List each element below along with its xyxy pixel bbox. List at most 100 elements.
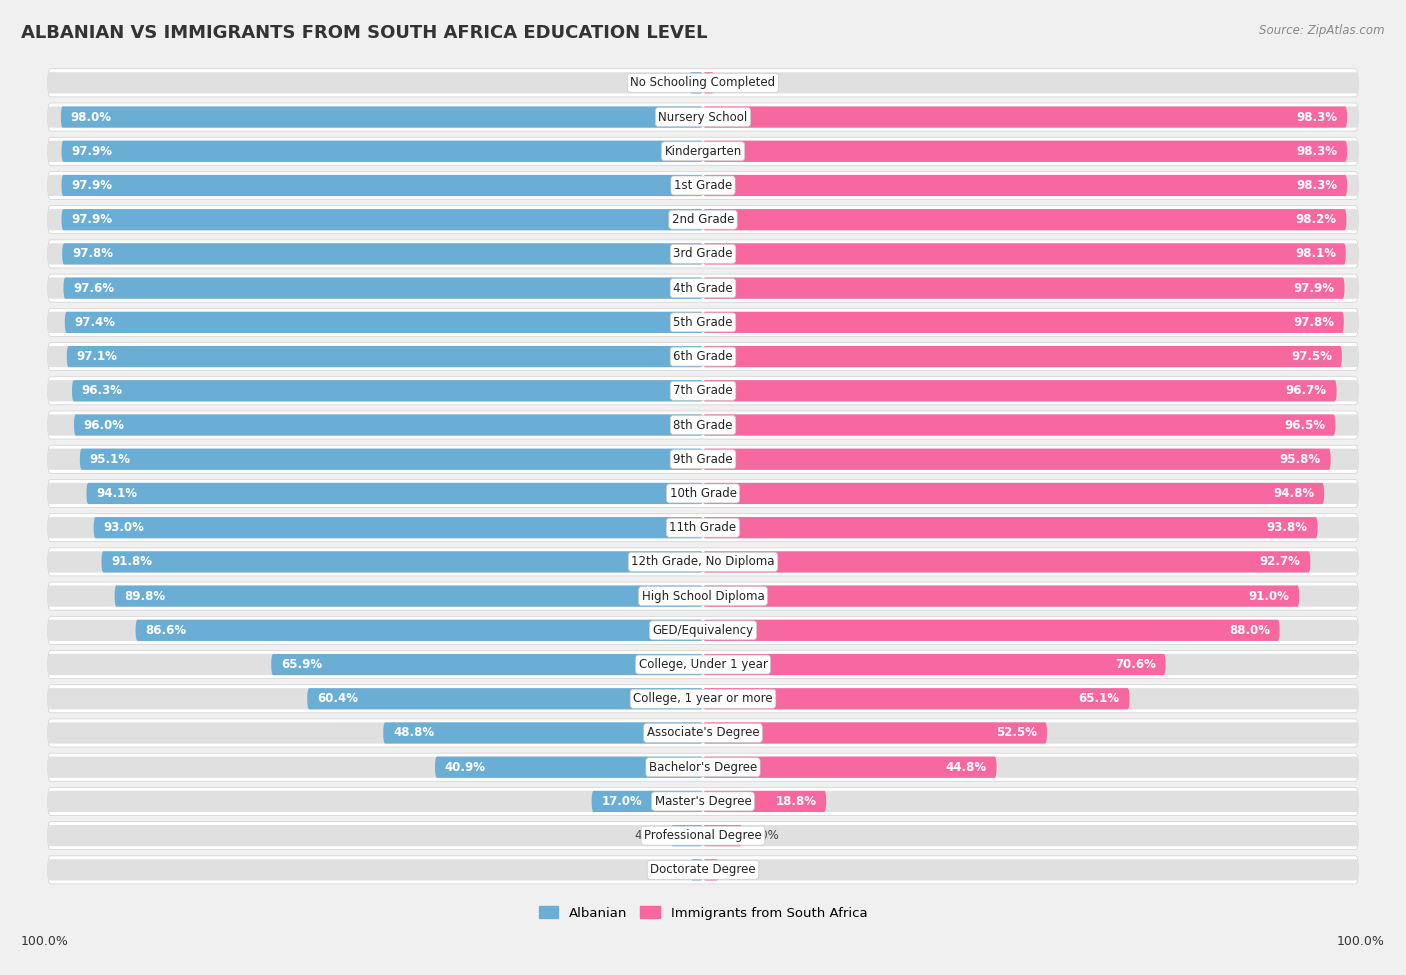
Text: 93.0%: 93.0% (104, 522, 145, 534)
Text: Nursery School: Nursery School (658, 110, 748, 124)
FancyBboxPatch shape (48, 859, 703, 880)
Text: 96.5%: 96.5% (1284, 418, 1326, 432)
Text: 18.8%: 18.8% (775, 795, 817, 808)
Text: 9th Grade: 9th Grade (673, 452, 733, 466)
Text: 98.2%: 98.2% (1295, 214, 1337, 226)
Text: 4.9%: 4.9% (634, 829, 665, 842)
Text: 100.0%: 100.0% (1337, 935, 1385, 948)
FancyBboxPatch shape (703, 312, 1344, 333)
FancyBboxPatch shape (48, 72, 703, 94)
Text: 97.9%: 97.9% (72, 179, 112, 192)
Text: 12th Grade, No Diploma: 12th Grade, No Diploma (631, 556, 775, 568)
FancyBboxPatch shape (66, 346, 703, 368)
FancyBboxPatch shape (703, 448, 1358, 470)
FancyBboxPatch shape (703, 244, 1346, 264)
Text: 92.7%: 92.7% (1260, 556, 1301, 568)
FancyBboxPatch shape (703, 688, 1129, 710)
FancyBboxPatch shape (62, 175, 703, 196)
FancyBboxPatch shape (48, 586, 703, 606)
FancyBboxPatch shape (703, 483, 1324, 504)
FancyBboxPatch shape (48, 376, 1358, 405)
FancyBboxPatch shape (384, 722, 703, 744)
Text: 3rd Grade: 3rd Grade (673, 248, 733, 260)
FancyBboxPatch shape (48, 140, 703, 162)
Text: High School Diploma: High School Diploma (641, 590, 765, 603)
Text: 1st Grade: 1st Grade (673, 179, 733, 192)
Text: 97.6%: 97.6% (73, 282, 114, 294)
Text: Master's Degree: Master's Degree (655, 795, 751, 808)
Text: 48.8%: 48.8% (394, 726, 434, 739)
FancyBboxPatch shape (703, 72, 714, 94)
FancyBboxPatch shape (703, 722, 1358, 744)
FancyBboxPatch shape (48, 483, 703, 504)
FancyBboxPatch shape (62, 209, 703, 230)
FancyBboxPatch shape (48, 719, 1358, 747)
FancyBboxPatch shape (703, 859, 1358, 880)
FancyBboxPatch shape (48, 206, 1358, 234)
FancyBboxPatch shape (48, 411, 1358, 439)
Text: 97.1%: 97.1% (76, 350, 118, 363)
FancyBboxPatch shape (703, 106, 1347, 128)
FancyBboxPatch shape (703, 278, 1344, 298)
FancyBboxPatch shape (72, 380, 703, 402)
FancyBboxPatch shape (48, 548, 1358, 576)
Text: 96.3%: 96.3% (82, 384, 122, 397)
Text: Source: ZipAtlas.com: Source: ZipAtlas.com (1260, 24, 1385, 37)
Text: 94.1%: 94.1% (96, 487, 138, 500)
FancyBboxPatch shape (48, 106, 703, 128)
FancyBboxPatch shape (703, 209, 1347, 230)
FancyBboxPatch shape (703, 722, 1047, 744)
FancyBboxPatch shape (671, 825, 703, 846)
FancyBboxPatch shape (48, 650, 1358, 679)
Text: 88.0%: 88.0% (1229, 624, 1270, 637)
Text: 5th Grade: 5th Grade (673, 316, 733, 329)
FancyBboxPatch shape (48, 175, 703, 196)
FancyBboxPatch shape (308, 688, 703, 710)
Text: Doctorate Degree: Doctorate Degree (650, 863, 756, 877)
Text: 94.8%: 94.8% (1274, 487, 1315, 500)
FancyBboxPatch shape (48, 757, 703, 778)
Text: 65.1%: 65.1% (1078, 692, 1119, 705)
Text: 2.4%: 2.4% (725, 863, 755, 877)
Text: 6th Grade: 6th Grade (673, 350, 733, 363)
FancyBboxPatch shape (48, 480, 1358, 507)
Text: 96.0%: 96.0% (84, 418, 125, 432)
FancyBboxPatch shape (48, 825, 703, 846)
Text: Associate's Degree: Associate's Degree (647, 726, 759, 739)
Text: 97.5%: 97.5% (1291, 350, 1331, 363)
FancyBboxPatch shape (703, 517, 1317, 538)
FancyBboxPatch shape (48, 856, 1358, 884)
FancyBboxPatch shape (703, 757, 997, 778)
FancyBboxPatch shape (135, 620, 703, 641)
FancyBboxPatch shape (703, 175, 1347, 196)
FancyBboxPatch shape (48, 240, 1358, 268)
FancyBboxPatch shape (703, 791, 1358, 812)
FancyBboxPatch shape (703, 688, 1358, 710)
FancyBboxPatch shape (115, 586, 703, 606)
FancyBboxPatch shape (703, 586, 1358, 606)
FancyBboxPatch shape (75, 414, 703, 436)
FancyBboxPatch shape (703, 106, 1358, 128)
Text: 91.8%: 91.8% (111, 556, 152, 568)
FancyBboxPatch shape (703, 140, 1358, 162)
FancyBboxPatch shape (48, 822, 1358, 849)
FancyBboxPatch shape (703, 483, 1358, 504)
FancyBboxPatch shape (271, 654, 703, 675)
Text: 40.9%: 40.9% (444, 760, 486, 774)
Text: 95.1%: 95.1% (90, 452, 131, 466)
FancyBboxPatch shape (86, 483, 703, 504)
FancyBboxPatch shape (65, 312, 703, 333)
Text: Kindergarten: Kindergarten (665, 144, 741, 158)
FancyBboxPatch shape (703, 72, 1358, 94)
FancyBboxPatch shape (48, 137, 1358, 166)
Text: 2nd Grade: 2nd Grade (672, 214, 734, 226)
FancyBboxPatch shape (703, 551, 1310, 572)
Text: No Schooling Completed: No Schooling Completed (630, 76, 776, 90)
FancyBboxPatch shape (703, 825, 742, 846)
Text: 10th Grade: 10th Grade (669, 487, 737, 500)
Text: 70.6%: 70.6% (1115, 658, 1156, 671)
FancyBboxPatch shape (703, 654, 1166, 675)
FancyBboxPatch shape (48, 620, 703, 641)
FancyBboxPatch shape (48, 684, 1358, 713)
FancyBboxPatch shape (703, 312, 1358, 333)
